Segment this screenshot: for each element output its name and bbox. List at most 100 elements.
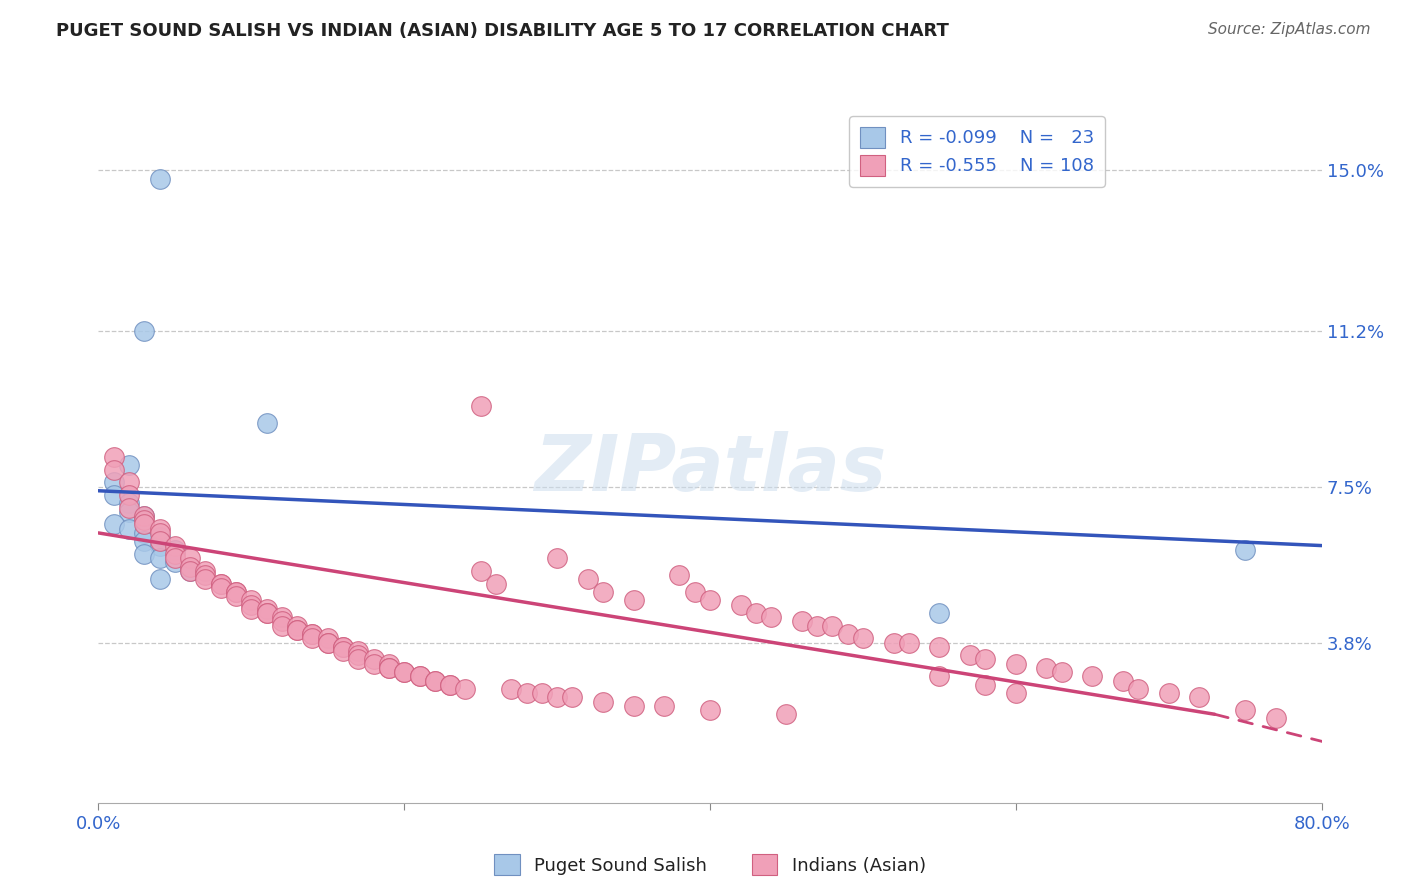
Point xyxy=(928,606,950,620)
Point xyxy=(1112,673,1135,688)
Point xyxy=(530,686,553,700)
Point xyxy=(1188,690,1211,705)
Point xyxy=(1234,703,1257,717)
Point xyxy=(103,517,125,532)
Point xyxy=(103,488,125,502)
Point xyxy=(561,690,583,705)
Point xyxy=(363,652,385,666)
Point xyxy=(149,539,172,553)
Point xyxy=(134,513,156,527)
Point xyxy=(285,618,308,632)
Point xyxy=(730,598,752,612)
Point xyxy=(576,572,599,586)
Point xyxy=(470,564,492,578)
Point xyxy=(163,556,186,570)
Point xyxy=(118,475,141,490)
Point xyxy=(1264,711,1286,725)
Point xyxy=(1050,665,1073,679)
Point xyxy=(209,576,232,591)
Point xyxy=(485,576,508,591)
Point xyxy=(301,627,323,641)
Point xyxy=(546,690,568,705)
Point xyxy=(118,500,141,515)
Point xyxy=(439,678,461,692)
Point xyxy=(347,648,370,663)
Point xyxy=(285,623,308,637)
Point xyxy=(928,669,950,683)
Point xyxy=(134,547,156,561)
Point xyxy=(285,623,308,637)
Point xyxy=(149,171,172,186)
Point xyxy=(149,534,172,549)
Point xyxy=(883,635,905,649)
Point xyxy=(790,615,813,629)
Point xyxy=(683,585,706,599)
Point xyxy=(163,539,186,553)
Point xyxy=(454,681,477,696)
Point xyxy=(179,564,201,578)
Point xyxy=(423,673,446,688)
Point xyxy=(163,551,186,566)
Point xyxy=(852,632,875,646)
Point xyxy=(134,517,156,532)
Point xyxy=(134,525,156,540)
Point xyxy=(270,615,292,629)
Point xyxy=(759,610,782,624)
Point xyxy=(103,450,125,464)
Point xyxy=(699,593,721,607)
Point xyxy=(134,324,156,338)
Point xyxy=(668,568,690,582)
Point xyxy=(134,509,156,524)
Point xyxy=(928,640,950,654)
Point xyxy=(592,695,614,709)
Point xyxy=(225,585,247,599)
Point xyxy=(1004,686,1026,700)
Text: ZIPatlas: ZIPatlas xyxy=(534,431,886,507)
Text: Source: ZipAtlas.com: Source: ZipAtlas.com xyxy=(1208,22,1371,37)
Point xyxy=(363,657,385,671)
Point xyxy=(240,593,263,607)
Point xyxy=(332,640,354,654)
Point xyxy=(103,463,125,477)
Point xyxy=(623,698,645,713)
Point xyxy=(378,661,401,675)
Point xyxy=(1081,669,1104,683)
Point xyxy=(194,572,217,586)
Point xyxy=(974,678,997,692)
Point xyxy=(378,657,401,671)
Point xyxy=(837,627,859,641)
Point xyxy=(240,598,263,612)
Point xyxy=(332,644,354,658)
Point xyxy=(240,602,263,616)
Text: PUGET SOUND SALISH VS INDIAN (ASIAN) DISABILITY AGE 5 TO 17 CORRELATION CHART: PUGET SOUND SALISH VS INDIAN (ASIAN) DIS… xyxy=(56,22,949,40)
Point xyxy=(194,568,217,582)
Point xyxy=(256,417,278,431)
Point xyxy=(378,661,401,675)
Point xyxy=(439,678,461,692)
Point xyxy=(209,581,232,595)
Point xyxy=(118,522,141,536)
Point xyxy=(745,606,768,620)
Point xyxy=(806,618,828,632)
Point xyxy=(134,534,156,549)
Point xyxy=(1035,661,1057,675)
Point xyxy=(592,585,614,599)
Point xyxy=(316,635,339,649)
Point xyxy=(301,627,323,641)
Point xyxy=(470,400,492,414)
Point xyxy=(149,530,172,544)
Point xyxy=(163,542,186,557)
Point xyxy=(256,602,278,616)
Point xyxy=(652,698,675,713)
Point xyxy=(118,488,141,502)
Point xyxy=(179,551,201,566)
Point xyxy=(423,673,446,688)
Point xyxy=(392,665,416,679)
Point xyxy=(118,496,141,510)
Point xyxy=(149,572,172,586)
Point xyxy=(225,585,247,599)
Point xyxy=(516,686,538,700)
Point xyxy=(332,640,354,654)
Point xyxy=(301,632,323,646)
Point xyxy=(163,547,186,561)
